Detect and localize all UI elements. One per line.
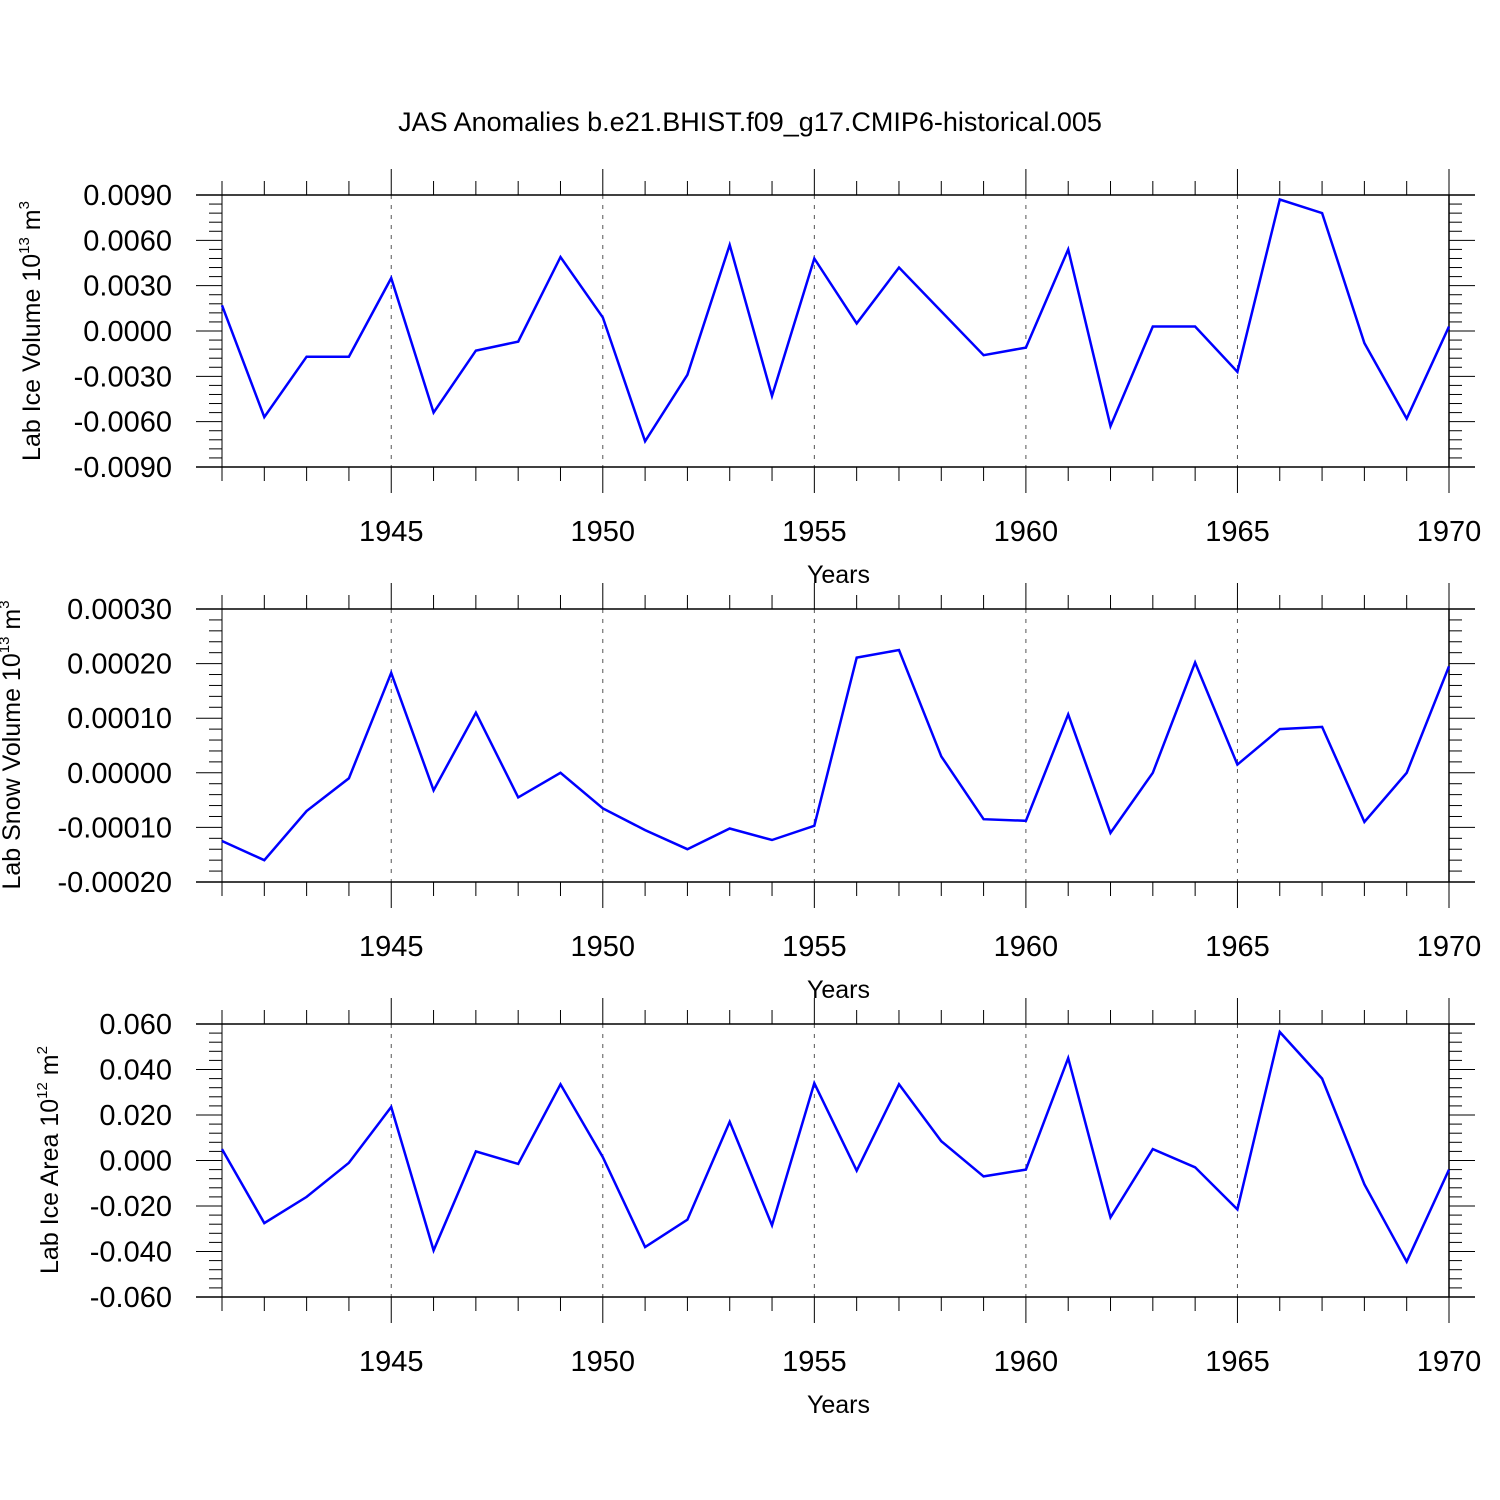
- x-tick-label: 1965: [1205, 1346, 1270, 1378]
- y-tick-label: 0.040: [99, 1055, 172, 1087]
- y-tick-label: 0.000: [99, 1146, 172, 1178]
- y-tick-label: 0.060: [99, 1009, 172, 1041]
- y-tick-label: 0.0090: [83, 180, 172, 212]
- y-axis-label-exponent: 12: [34, 1082, 51, 1099]
- x-tick-label: 1965: [1205, 931, 1270, 963]
- y-tick-label: -0.00020: [58, 867, 173, 899]
- y-tick-label: 0.0060: [83, 225, 172, 257]
- y-axis-label-unit-exponent: 2: [34, 1046, 51, 1054]
- y-axis-label-unit-exponent: 3: [0, 600, 13, 608]
- y-axis-label-unit: m: [0, 609, 26, 637]
- x-tick-label: 1960: [994, 1346, 1059, 1378]
- x-axis-label: Years: [807, 1391, 870, 1419]
- y-axis-label: Lab Ice Area 1012 m2: [34, 1046, 64, 1274]
- y-axis-label-unit: m: [18, 209, 46, 237]
- x-tick-label: 1955: [782, 931, 847, 963]
- panel-2: -0.00020 -0.00010 0.00000 0.00010 0.00020 0.0…: [0, 583, 1481, 1004]
- x-tick-label: 1955: [782, 516, 847, 548]
- x-tick-label: 1970: [1417, 516, 1482, 548]
- x-tick-label: 1960: [994, 931, 1059, 963]
- y-tick-label: -0.040: [90, 1237, 172, 1269]
- x-tick-label: 1960: [994, 516, 1059, 548]
- x-tick-label: 1950: [571, 931, 636, 963]
- series-line: [220, 1029, 1451, 1265]
- y-axis-label: Lab Ice Volume 1013 m3: [16, 201, 46, 461]
- y-tick-label: 0.020: [99, 1100, 172, 1132]
- y-axis-label-main: Lab Ice Area 10: [36, 1099, 64, 1274]
- y-axis-label-exponent: 13: [0, 637, 13, 654]
- y-tick-label: -0.0090: [74, 452, 172, 484]
- x-tick-label: 1945: [359, 931, 424, 963]
- x-tick-label: 1950: [571, 1346, 636, 1378]
- y-axis-label-main: Lab Ice Volume 10: [18, 254, 46, 461]
- figure-title: JAS Anomalies b.e21.BHIST.f09_g17.CMIP6-…: [398, 107, 1102, 137]
- x-tick-label: 1970: [1417, 1346, 1482, 1378]
- y-tick-label: -0.020: [90, 1191, 172, 1223]
- y-tick-label: 0.00020: [67, 649, 172, 681]
- y-axis-label-exponent: 13: [16, 237, 33, 254]
- y-tick-label: 0.0000: [83, 316, 172, 348]
- y-axis-label-main: Lab Snow Volume 10: [0, 653, 26, 889]
- y-tick-label: -0.00010: [58, 812, 173, 844]
- panel-1: -0.0090 -0.0060 -0.0030 0.0000 0.0030 0.0060 0…: [16, 169, 1481, 589]
- x-axis-label: Years: [807, 561, 870, 589]
- x-tick-label: 1945: [359, 1346, 424, 1378]
- x-tick-label: 1965: [1205, 516, 1270, 548]
- x-tick-label: 1970: [1417, 931, 1482, 963]
- y-tick-label: 0.00030: [67, 594, 172, 626]
- y-tick-label: 0.00010: [67, 703, 172, 735]
- x-axis-label: Years: [807, 976, 870, 1004]
- panel-3: -0.060 -0.040 -0.020 0.000 0.020 0.040 0.060 19…: [34, 998, 1481, 1419]
- y-tick-label: -0.060: [90, 1282, 172, 1314]
- y-tick-label: 0.0030: [83, 271, 172, 303]
- series-line: [221, 648, 1451, 862]
- y-tick-label: 0.00000: [67, 758, 172, 790]
- x-tick-label: 1945: [359, 516, 424, 548]
- x-tick-label: 1950: [571, 516, 636, 548]
- y-tick-label: -0.0060: [74, 407, 172, 439]
- y-axis-label-unit: m: [36, 1054, 64, 1082]
- series-line: [220, 197, 1451, 445]
- y-tick-label: -0.0030: [74, 361, 172, 393]
- x-tick-label: 1955: [782, 1346, 847, 1378]
- panels: -0.0090 -0.0060 -0.0030 0.0000 0.0030 0.0060 0…: [0, 169, 1481, 1419]
- y-axis-label-unit-exponent: 3: [16, 201, 33, 209]
- y-axis-label: Lab Snow Volume 1013 m3: [0, 600, 26, 889]
